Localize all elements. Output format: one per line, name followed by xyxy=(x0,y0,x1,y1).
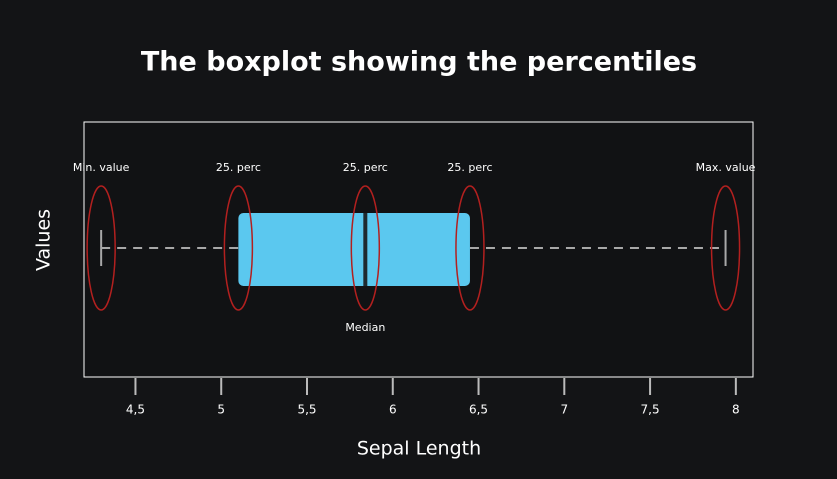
x-tick-label: 5,5 xyxy=(297,403,316,417)
annotation: 25. perc xyxy=(447,161,492,174)
annotation: Max. value xyxy=(696,161,756,174)
box xyxy=(238,213,470,286)
x-tick-label: 6 xyxy=(389,403,397,417)
x-tick-label: 7,5 xyxy=(641,403,660,417)
chart-title: The boxplot showing the percentiles xyxy=(141,47,697,78)
highlight-ellipse xyxy=(710,185,741,311)
annotation: 25. perc xyxy=(343,161,388,174)
highlight-ellipse xyxy=(223,185,254,311)
highlight-ellipse xyxy=(455,185,485,311)
x-tick-label: 6,5 xyxy=(469,403,488,417)
x-tick-label: 8 xyxy=(732,403,740,417)
x-tick-label: 5 xyxy=(217,403,225,417)
highlight-ellipse xyxy=(86,185,116,311)
x-tick-label: 4,5 xyxy=(126,403,145,417)
annotation: Min. value xyxy=(73,161,130,174)
annotation: 25. perc xyxy=(216,161,261,174)
median-label: Median xyxy=(345,321,385,334)
highlight-ellipse xyxy=(350,185,381,311)
x-axis-label: Sepal Length xyxy=(357,438,481,460)
y-axis-label: Values xyxy=(33,209,55,271)
x-tick-label: 7 xyxy=(560,403,568,417)
